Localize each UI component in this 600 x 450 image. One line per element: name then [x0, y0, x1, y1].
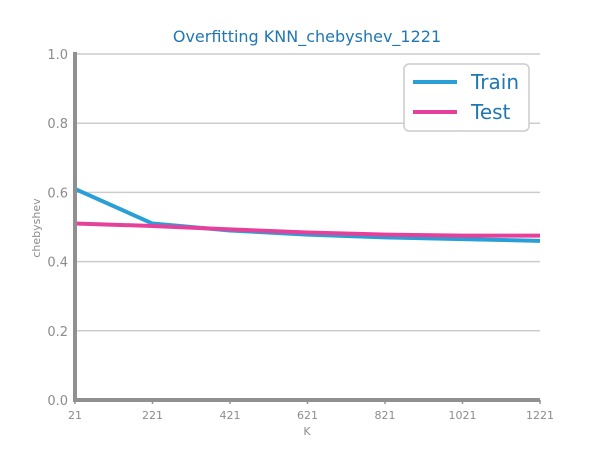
y-tick-label: 1.0: [47, 48, 68, 63]
x-tick-label: 1221: [526, 409, 554, 422]
series-line-train: [74, 187, 541, 243]
legend-label-train: Train: [470, 70, 519, 94]
x-tick-label: 221: [142, 409, 163, 422]
legend-label-test: Test: [470, 100, 511, 124]
legend: Train Test: [403, 63, 530, 132]
y-tick-label: 0.2: [47, 325, 68, 340]
x-tick-label: 421: [220, 409, 241, 422]
x-tick-label: 1021: [449, 409, 477, 422]
series-lines: [74, 187, 541, 243]
x-axis-label: K: [303, 425, 311, 438]
series-line-test: [74, 221, 540, 238]
x-tick-label: 21: [68, 409, 82, 422]
y-tick-label: 0.6: [47, 186, 68, 201]
x-tick-labels: 21 221 421 621 821 1021 1221: [68, 400, 554, 422]
y-tick-label: 0.8: [47, 117, 68, 132]
x-tick-label: 621: [297, 409, 318, 422]
y-tick-label: 0.4: [47, 256, 68, 271]
chart-title: Overfitting KNN_chebyshev_1221: [173, 27, 441, 47]
y-axis-label: chebyshev: [30, 198, 43, 258]
y-tick-labels: 0.0 0.2 0.4 0.6 0.8 1.0: [47, 48, 68, 409]
x-tick-label: 821: [375, 409, 396, 422]
y-tick-label: 0.0: [47, 394, 68, 409]
